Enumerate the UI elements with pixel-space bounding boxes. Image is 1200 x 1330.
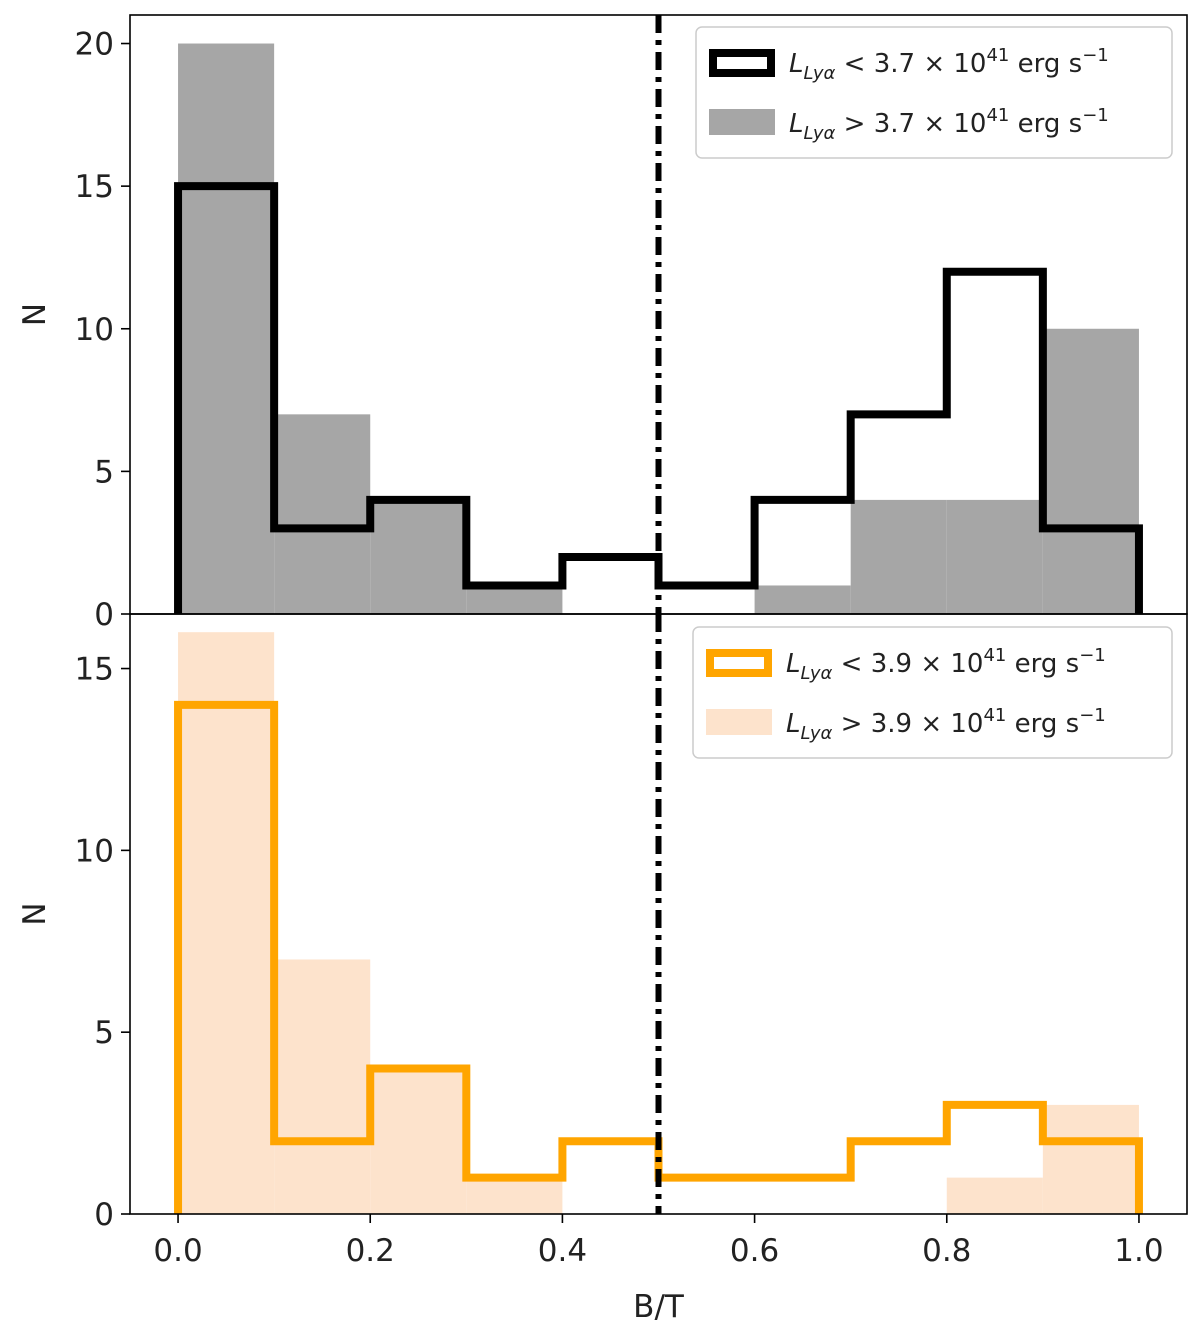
x-axis-label: B/T: [633, 1289, 685, 1325]
legend-label: LLyα < 3.9 × 1041 erg s−1: [786, 645, 1106, 684]
hist-bar-0-9: [1042, 328, 1139, 614]
legend-handle-filled: [709, 109, 775, 135]
legend-label-part: −1: [1082, 105, 1109, 126]
legend-label-part: Lyα: [801, 723, 833, 744]
legend-label-part: 41: [983, 705, 1006, 726]
hist-bar-0-2: [370, 499, 467, 614]
x-tick-label: 0.4: [538, 1233, 587, 1269]
x-tick-label: 0.2: [346, 1233, 395, 1269]
x-tick-label: 1.0: [1114, 1233, 1163, 1269]
legend-handle-step: [706, 649, 772, 677]
legend-label-part: L: [786, 649, 801, 679]
y-tick-label: 10: [75, 833, 114, 869]
legend-label-part: Lyα: [804, 63, 836, 84]
legend-handle-filled: [706, 709, 772, 735]
y-tick-label: 0: [94, 1197, 114, 1233]
y-tick-label: 5: [94, 1015, 114, 1051]
hist-bar-0-3: [466, 585, 563, 614]
legend-label-part: erg s: [1006, 649, 1079, 679]
legend-label-part: 41: [986, 45, 1009, 66]
legend-label-part: −1: [1079, 705, 1106, 726]
legend-label-part: < 3.7 × 10: [835, 49, 986, 79]
legend-label: LLyα > 3.9 × 1041 erg s−1: [786, 705, 1106, 744]
hist-bar-0-0: [178, 43, 275, 615]
hist-bar-0-8: [946, 499, 1043, 614]
hist-bar-0-3: [466, 1177, 563, 1214]
hist-bar-0-2: [370, 1068, 467, 1214]
legend-label-part: 41: [986, 105, 1009, 126]
x-tick-label: 0.6: [730, 1233, 779, 1269]
legend-label-part: L: [789, 109, 804, 139]
legend-label-part: < 3.9 × 10: [832, 649, 983, 679]
legend-label-part: erg s: [1009, 109, 1082, 139]
y-tick-label: 15: [75, 169, 114, 205]
hist-bar-0-1: [274, 959, 371, 1214]
legend-label-part: −1: [1079, 645, 1106, 666]
x-tick-label: 0.8: [922, 1233, 971, 1269]
legend-label-part: Lyα: [801, 663, 833, 684]
y-axis-label: N: [17, 303, 53, 326]
y-tick-label: 20: [75, 27, 114, 63]
legend-box: [695, 26, 1173, 159]
x-tick-label: 0.0: [153, 1233, 202, 1269]
legend-label-part: > 3.7 × 10: [835, 109, 986, 139]
legend-label: LLyα > 3.7 × 1041 erg s−1: [789, 105, 1109, 144]
legend-label-part: erg s: [1009, 49, 1082, 79]
legend-label-part: > 3.9 × 10: [832, 709, 983, 739]
y-axis-label: N: [17, 902, 53, 925]
hist-bar-0-7: [850, 499, 947, 614]
y-tick-label: 10: [75, 312, 114, 348]
legend-label: LLyα < 3.7 × 1041 erg s−1: [789, 45, 1109, 84]
hist-bar-0-8: [946, 1177, 1043, 1214]
hist-bar-0-6: [754, 585, 851, 614]
legend-label-part: L: [789, 49, 804, 79]
y-tick-label: 0: [94, 597, 114, 633]
axes-frame: [129, 613, 1188, 1215]
y-tick-label: 5: [94, 454, 114, 490]
hist-bar-0-9: [1042, 1104, 1139, 1214]
y-tick-label: 15: [75, 652, 114, 688]
legend-box: [692, 626, 1173, 759]
legend-label-part: erg s: [1006, 709, 1079, 739]
hist-bar-0-1: [274, 414, 371, 614]
legend-label-part: Lyα: [804, 123, 836, 144]
legend-handle-step: [709, 49, 775, 77]
legend-label-part: 41: [983, 645, 1006, 666]
legend-label-part: L: [786, 709, 801, 739]
legend-label-part: −1: [1082, 45, 1109, 66]
hist-bar-0-0: [178, 632, 275, 1214]
